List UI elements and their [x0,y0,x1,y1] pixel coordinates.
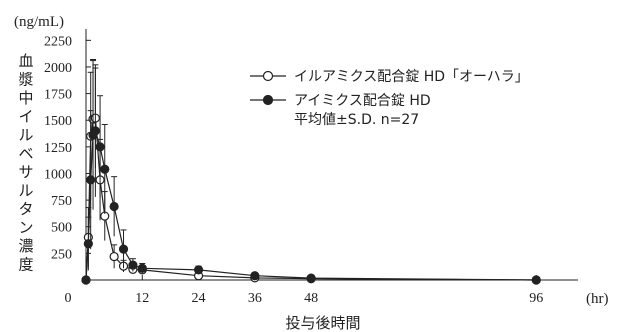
data-point [128,260,138,270]
data-point [100,164,110,174]
data-point [90,126,100,136]
legend: イルアミクス配合錠 HD「オーハラ」アイミクス配合錠 HD 平均値±S.D. n=… [250,69,529,128]
legend-marker [262,70,274,82]
data-point [306,273,316,283]
legend-note: 平均値±S.D. n=27 [294,112,419,128]
legend-label: イルアミクス配合錠 HD「オーハラ」 [294,69,529,85]
x-axis-title: 投与後時間 [285,314,360,332]
series-layer [81,59,541,285]
y-unit-label: (ng/mL) [14,14,64,30]
data-point [95,142,105,152]
y-axis-title-char: 度 [18,256,33,274]
y-axis-title-char: イ [18,108,33,126]
x-unit-label: (hr) [586,291,609,307]
y-tick-label: 500 [51,221,72,236]
y-axis-title-char: 漿 [18,71,33,89]
y-axis-title-char: 中 [18,89,33,107]
y-tick-label: 1750 [44,88,72,103]
data-point [531,275,541,285]
y-tick-label: 250 [51,247,72,262]
data-point [109,201,119,212]
data-point [118,244,129,254]
data-point [109,251,119,262]
y-tick-label: 1500 [44,114,72,129]
y-tick-label: 1000 [44,167,72,182]
x-tick-label: 12 [135,291,149,306]
series-2 [81,60,541,285]
y-tick-label: 2250 [44,34,72,49]
data-point [86,175,96,185]
y-tick-label: 2000 [44,61,72,76]
y-axis-title-char: ル [18,126,33,144]
y-axis-title-char: ン [18,219,33,237]
x-tick-label: 24 [192,291,206,306]
y-axis-title-char: タ [18,200,33,218]
x-tick-label: 48 [304,291,318,306]
y-axis-title-char: 血 [18,52,33,70]
series-line [85,117,537,281]
data-point [83,239,93,249]
data-point [250,271,260,281]
data-point [193,265,204,275]
data-point [137,263,147,273]
y-axis-title-char: ベ [18,145,33,163]
x-tick-label: 36 [248,291,262,306]
y-axis-title-char: 濃 [18,237,33,255]
y-tick-label: 750 [51,194,72,209]
data-point [81,275,91,285]
x-tick-label: 96 [529,291,543,306]
axes: 250 500 750 1000 1250 1500 1750 2000 2250 0 12 24 36… [44,29,578,306]
series-line [85,129,537,281]
y-tick-label: 1250 [44,141,72,156]
legend-label: アイミクス配合錠 HD [294,93,431,109]
x-tick-label: 0 [65,291,72,306]
y-axis-title-char: サ [18,163,33,181]
y-axis-title-char: ル [18,182,33,200]
legend-marker [262,94,274,106]
